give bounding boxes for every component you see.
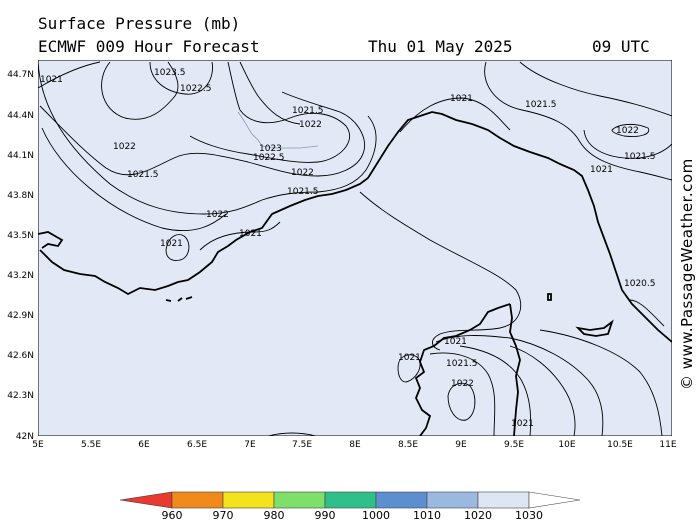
isobar-label: 1022	[299, 120, 322, 130]
isobar-label: 1021	[444, 337, 467, 347]
colorbar-swatch	[324, 491, 377, 509]
colorbar-label: 960	[161, 509, 183, 522]
lon-label: 8E	[349, 440, 361, 450]
isobar-label: 1021.5	[525, 100, 557, 110]
lon-label: 5.5E	[81, 440, 101, 450]
colorbar-label: 1010	[413, 509, 441, 522]
colorbar-swatch	[171, 491, 224, 509]
isobar-label: 1022.5	[253, 153, 285, 163]
isobar-label: 1021	[40, 75, 63, 85]
lat-label: 44.1N	[7, 151, 34, 161]
colorbar-swatch	[273, 491, 326, 509]
isobar-label: 1022	[206, 210, 229, 220]
lon-label: 11E	[659, 440, 677, 450]
colorbar-label: 970	[212, 509, 234, 522]
lat-label: 43.2N	[7, 271, 34, 281]
lon-label: 7E	[244, 440, 256, 450]
isobar-label: 1023	[259, 144, 282, 154]
model-label: ECMWF 009 Hour Forecast	[38, 37, 260, 56]
lat-label: 42.9N	[7, 311, 34, 321]
isobar-label: 1021.5	[287, 187, 319, 197]
isobar-label: 1022	[113, 142, 136, 152]
isobar-label: 1022	[451, 379, 474, 389]
colorbar-label: 1020	[464, 509, 492, 522]
isobar-label: 1022	[291, 168, 314, 178]
isobar-label: 1021	[398, 353, 421, 363]
lon-label: 10E	[558, 440, 576, 450]
colorbar-label: 980	[263, 509, 285, 522]
isobar-label: 1023.5	[154, 68, 186, 78]
isobar-label: 1021.5	[446, 359, 478, 369]
isobar-label: 1022	[616, 126, 639, 136]
isobar-label: 1021	[450, 94, 473, 104]
isobar-label: 1021	[160, 239, 183, 249]
isobar-label: 1021.5	[292, 106, 324, 116]
colorbar-swatch	[528, 491, 581, 509]
pressure-map: 1021 1023.5 1022.5 1021.5 1022 1023 1022…	[38, 60, 672, 436]
lat-label: 42.3N	[7, 391, 34, 401]
colorbar-swatch	[119, 491, 173, 509]
lat-label: 43.8N	[7, 191, 34, 201]
colorbar	[119, 491, 581, 509]
forecast-date: Thu 01 May 2025	[368, 37, 513, 56]
isobar-label: 1021	[239, 229, 262, 239]
lon-label: 9E	[455, 440, 467, 450]
lat-label: 43.5N	[7, 231, 34, 241]
isobar-labels: 1021 1023.5 1022.5 1021.5 1022 1023 1022…	[40, 68, 656, 429]
sea-background	[38, 60, 672, 436]
forecast-time: 09 UTC	[592, 37, 650, 56]
lat-label: 42.6N	[7, 351, 34, 361]
colorbar-swatch	[477, 491, 530, 509]
lon-label: 8.5E	[398, 440, 418, 450]
colorbar-label: 990	[314, 509, 336, 522]
colorbar-swatch	[375, 491, 428, 509]
lon-label: 6E	[138, 440, 150, 450]
isobar-label: 1021.5	[624, 152, 656, 162]
isobar-label: 1021.5	[127, 170, 159, 180]
isobar-label: 1021	[590, 165, 613, 175]
lon-label: 6.5E	[187, 440, 207, 450]
colorbar-label: 1000	[362, 509, 390, 522]
lon-label: 9.5E	[504, 440, 524, 450]
lon-label: 10.5E	[607, 440, 633, 450]
isobar-label: 1022.5	[180, 84, 212, 94]
watermark: © www.PassageWeather.com	[678, 158, 696, 390]
isobar-label: 1021	[511, 419, 534, 429]
isobars	[38, 60, 672, 436]
lat-label: 44.7N	[7, 70, 34, 80]
border-lines	[237, 111, 319, 149]
map-title: Surface Pressure (mb)	[38, 14, 241, 33]
colorbar-swatch	[426, 491, 479, 509]
lat-label: 44.4N	[7, 111, 34, 121]
lon-label: 5E	[32, 440, 44, 450]
colorbar-swatch	[222, 491, 275, 509]
isobar-label: 1020.5	[624, 279, 656, 289]
coastline	[38, 111, 672, 436]
colorbar-label: 1030	[515, 509, 543, 522]
lon-label: 7.5E	[292, 440, 312, 450]
lat-label: 42N	[15, 432, 34, 442]
